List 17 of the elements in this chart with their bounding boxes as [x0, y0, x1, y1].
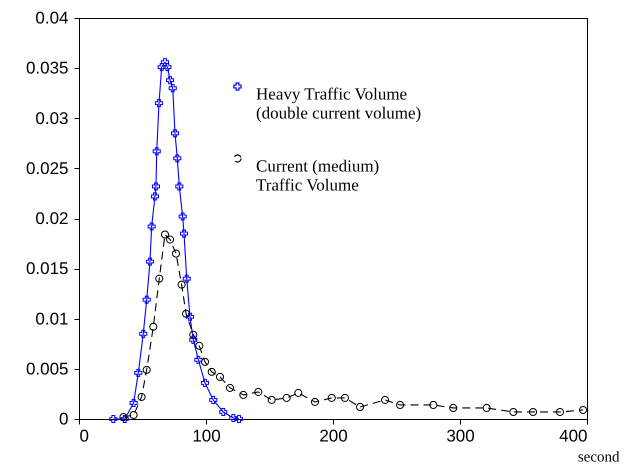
x-axis-title: second [578, 450, 620, 466]
y-tick-label: 0.005 [26, 359, 68, 378]
x-tick-label: 400 [559, 426, 588, 446]
legend-label: Current (medium) Traffic Volume [256, 156, 380, 194]
y-tick-label: 0.015 [26, 259, 68, 278]
y-tick-label: 0 [59, 410, 68, 428]
legend-label: Heavy Traffic Volume (double current volume) [256, 84, 422, 122]
x-tick-label: 200 [319, 426, 348, 446]
x-tick-label: 100 [192, 426, 221, 446]
x-tick-label: 300 [446, 426, 475, 446]
y-tick-label: 0.025 [26, 158, 68, 178]
x-tick-label: 0 [80, 426, 89, 446]
y-tick-label: 0.02 [35, 209, 68, 228]
y-tick-label: 0.03 [35, 108, 68, 128]
y-tick-label: 0.04 [35, 8, 68, 28]
y-tick-label: 0.01 [35, 309, 68, 328]
y-tick-label: 0.035 [26, 58, 68, 78]
